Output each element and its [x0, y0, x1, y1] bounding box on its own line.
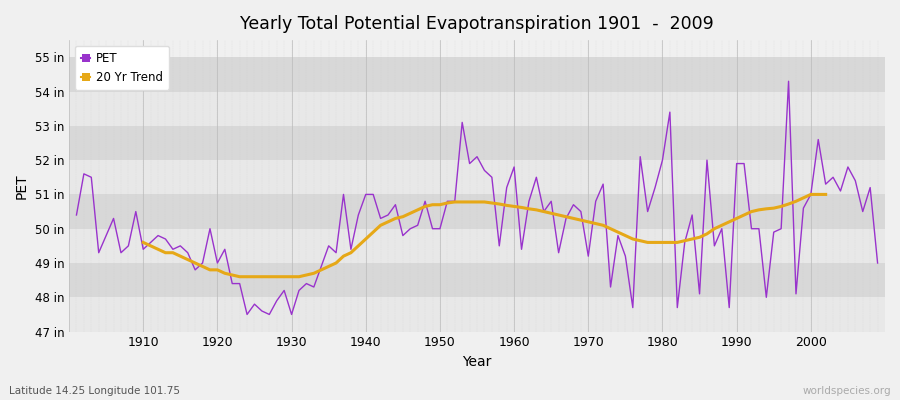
- 20 Yr Trend: [138, 240, 148, 245]
- Bar: [69, 229, 885, 263]
- Line: 20 Yr Trend: 20 Yr Trend: [143, 194, 825, 277]
- 20 Yr Trend: [227, 273, 238, 278]
- PET: [508, 164, 519, 169]
- 20 Yr Trend: [820, 192, 831, 197]
- Line: PET: PET: [76, 81, 878, 314]
- PET: [301, 281, 311, 286]
- PET: [242, 312, 253, 317]
- Bar: [69, 194, 885, 229]
- Text: Latitude 14.25 Longitude 101.75: Latitude 14.25 Longitude 101.75: [9, 386, 180, 396]
- 20 Yr Trend: [234, 274, 245, 279]
- Title: Yearly Total Potential Evapotranspiration 1901  -  2009: Yearly Total Potential Evapotranspiratio…: [240, 15, 714, 33]
- Legend: PET, 20 Yr Trend: PET, 20 Yr Trend: [75, 46, 169, 90]
- Text: worldspecies.org: worldspecies.org: [803, 386, 891, 396]
- 20 Yr Trend: [687, 236, 698, 241]
- 20 Yr Trend: [620, 233, 631, 238]
- PET: [130, 209, 141, 214]
- Y-axis label: PET: PET: [15, 173, 29, 199]
- 20 Yr Trend: [256, 274, 267, 279]
- Bar: [69, 57, 885, 92]
- PET: [872, 261, 883, 266]
- Bar: [69, 160, 885, 194]
- Bar: [69, 92, 885, 126]
- PET: [71, 212, 82, 217]
- Bar: [69, 263, 885, 297]
- 20 Yr Trend: [487, 200, 498, 205]
- Bar: [69, 297, 885, 332]
- 20 Yr Trend: [286, 274, 297, 279]
- Bar: [69, 126, 885, 160]
- X-axis label: Year: Year: [463, 355, 491, 369]
- PET: [346, 247, 356, 252]
- 20 Yr Trend: [806, 192, 816, 197]
- PET: [605, 285, 616, 290]
- PET: [516, 247, 526, 252]
- PET: [783, 79, 794, 84]
